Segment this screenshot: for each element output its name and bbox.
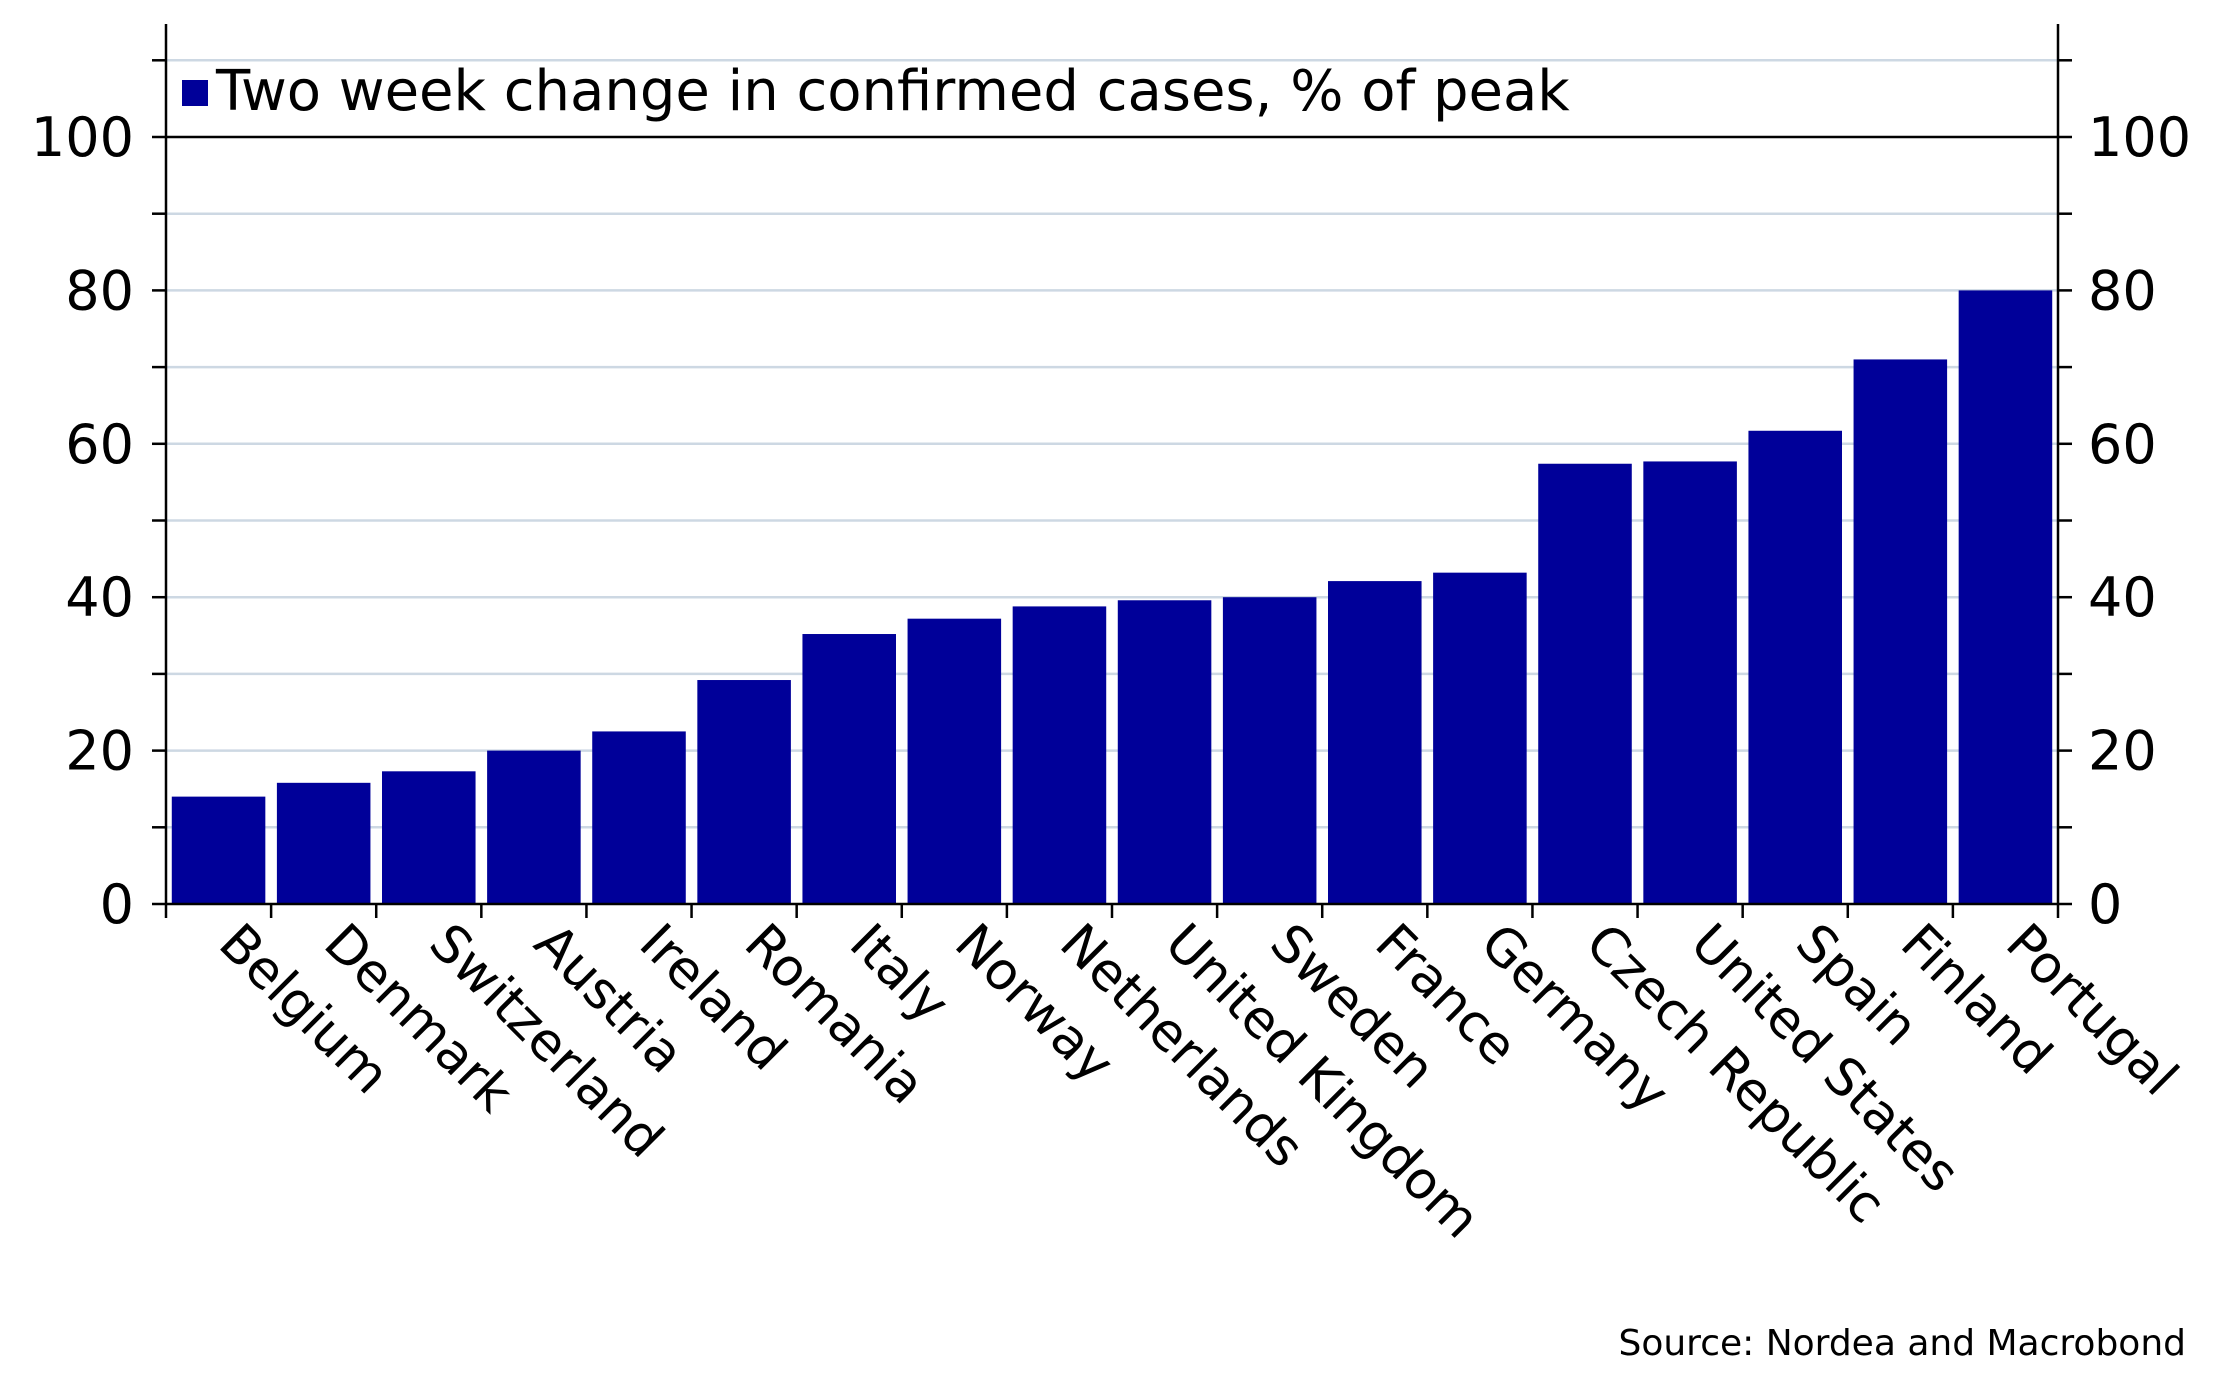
bar-united-states [1643, 461, 1737, 904]
y-tick-label-left: 40 [65, 566, 134, 629]
bar-france [1328, 581, 1422, 904]
bar-italy [802, 634, 896, 904]
y-tick-label-right: 100 [2088, 106, 2191, 169]
y-tick-label-right: 0 [2088, 873, 2122, 936]
bars [171, 290, 2053, 904]
axes: 0 0 20 20 40 40 60 60 80 80 100 100 [31, 24, 2191, 936]
y-tick-label-right: 20 [2088, 720, 2157, 783]
bar-switzerland [382, 771, 476, 904]
y-tick-label-left: 20 [65, 720, 134, 783]
bar-sweden [1222, 597, 1317, 904]
y-tick-label-right: 40 [2088, 566, 2157, 629]
bar-spain [1748, 430, 1842, 904]
legend-swatch [182, 80, 208, 106]
gridlines [166, 59, 2058, 829]
y-tick-label-left: 60 [65, 413, 134, 476]
bar-netherlands [1012, 606, 1107, 904]
bar-denmark [276, 782, 371, 904]
bar-czech-republic [1538, 463, 1632, 904]
legend: Two week change in confirmed cases, % of… [182, 59, 1570, 124]
bar-austria [487, 750, 581, 904]
bar-belgium [171, 796, 266, 904]
y-tick-label-right: 60 [2088, 413, 2157, 476]
y-tick-label-left: 0 [100, 873, 134, 936]
y-tick-label-right: 80 [2088, 259, 2157, 322]
y-tick-label-left: 80 [65, 259, 134, 322]
bar-norway [907, 618, 1002, 904]
source-note: Source: Nordea and Macrobond [1618, 1323, 2186, 1364]
bar-germany [1433, 572, 1527, 904]
bar-portugal [1958, 290, 2053, 904]
bar-finland [1853, 359, 1948, 904]
bar-romania [697, 680, 791, 904]
category-labels: BelgiumDenmarkSwitzerlandAustriaIrelandR… [207, 913, 2189, 1251]
bar-united-kingdom [1117, 600, 1212, 904]
y-tick-label-left: 100 [31, 106, 134, 169]
bar-ireland [592, 731, 686, 904]
legend-label: Two week change in confirmed cases, % of… [215, 59, 1570, 124]
